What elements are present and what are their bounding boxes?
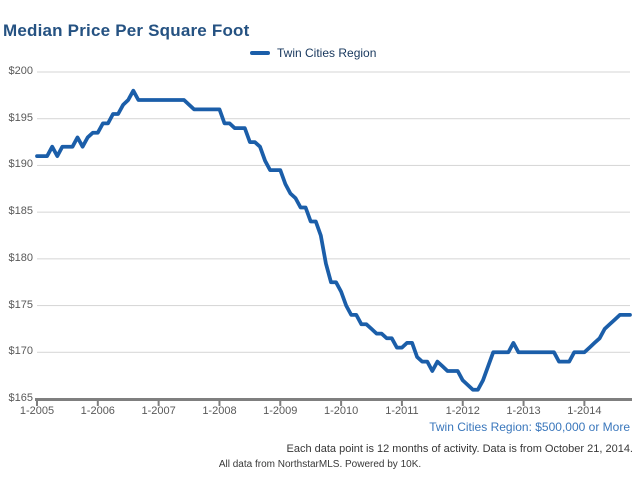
x-axis-tick bbox=[279, 401, 282, 406]
y-axis-label: $180 bbox=[8, 251, 33, 264]
x-axis-label: 1-2014 bbox=[567, 405, 602, 417]
x-axis-tick bbox=[461, 401, 464, 406]
gridline bbox=[37, 258, 630, 260]
series-note: Twin Cities Region: $500,000 or More bbox=[429, 420, 630, 434]
x-axis-tick bbox=[340, 401, 343, 406]
legend-label: Twin Cities Region bbox=[277, 46, 377, 60]
y-axis-label: $185 bbox=[8, 205, 33, 218]
x-axis-tick bbox=[36, 401, 38, 406]
x-axis-tick bbox=[583, 401, 586, 406]
x-axis-label: 1-2010 bbox=[323, 405, 359, 417]
x-axis-label: 1-2009 bbox=[263, 405, 298, 417]
x-axis-tick bbox=[157, 401, 160, 406]
gridline bbox=[37, 305, 630, 307]
x-axis-label: 1-2011 bbox=[385, 405, 419, 417]
x-axis-label: 1-2005 bbox=[19, 405, 55, 417]
legend-line-marker bbox=[250, 51, 270, 55]
y-axis-label: $165 bbox=[8, 392, 33, 404]
x-axis-tick bbox=[218, 401, 221, 406]
gridline bbox=[37, 351, 630, 353]
y-axis-label: $175 bbox=[8, 298, 33, 311]
gridline bbox=[37, 164, 630, 166]
gridline bbox=[37, 71, 630, 73]
x-axis-tick bbox=[522, 401, 525, 406]
x-axis-tick bbox=[400, 401, 403, 406]
x-axis-label: 1-2007 bbox=[141, 405, 176, 417]
y-axis-label: $190 bbox=[8, 158, 33, 171]
data-note: Each data point is 12 months of activity… bbox=[286, 443, 633, 455]
x-axis-label: 1-2008 bbox=[202, 405, 237, 417]
x-axis-label: 1-2012 bbox=[445, 405, 480, 417]
source-note: All data from NorthstarMLS. Powered by 1… bbox=[218, 459, 422, 470]
chart-title: Median Price Per Square Foot bbox=[3, 21, 250, 40]
x-axis-line bbox=[35, 398, 632, 401]
y-axis-label: $195 bbox=[8, 111, 33, 124]
x-axis-tick bbox=[96, 401, 99, 406]
legend: Twin Cities Region bbox=[250, 46, 376, 60]
x-axis-label: 1-2006 bbox=[80, 405, 115, 417]
y-axis-label: $200 bbox=[8, 65, 33, 77]
x-axis-label: 1-2013 bbox=[506, 405, 541, 417]
series-line-twin-cities-region bbox=[35, 88, 632, 392]
gridline bbox=[37, 211, 630, 213]
y-axis-label: $170 bbox=[8, 345, 33, 358]
gridline bbox=[37, 118, 630, 120]
